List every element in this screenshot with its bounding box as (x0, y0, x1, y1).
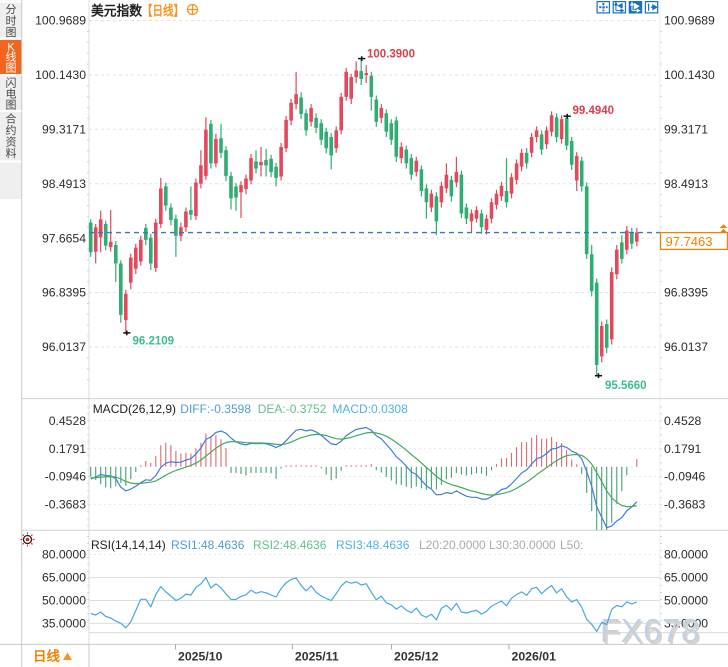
svg-text:100.9689: 100.9689 (664, 14, 715, 28)
svg-text:50.0000: 50.0000 (42, 594, 86, 608)
svg-text:96.8395: 96.8395 (664, 286, 708, 300)
svg-text:99.3171: 99.3171 (664, 123, 708, 137)
svg-text:0.4528: 0.4528 (49, 414, 86, 428)
svg-text:100.9689: 100.9689 (35, 14, 86, 28)
svg-text:L20:20.0000: L20:20.0000 (419, 538, 486, 552)
svg-text:料: 料 (6, 146, 17, 160)
svg-text:电: 电 (6, 88, 17, 101)
svg-text:2026/01: 2026/01 (512, 650, 557, 664)
svg-text:0.4528: 0.4528 (664, 414, 701, 428)
svg-text:100.1430: 100.1430 (35, 68, 86, 82)
svg-text:图: 图 (6, 62, 17, 75)
svg-text:MACD(26,12,9): MACD(26,12,9) (93, 402, 176, 416)
svg-text:65.0000: 65.0000 (664, 571, 708, 585)
svg-text:96.2109: 96.2109 (133, 336, 175, 348)
svg-text:-0.3683: -0.3683 (45, 498, 87, 512)
svg-text:美元指数: 美元指数 (91, 3, 142, 19)
svg-text:L30:30.0000: L30:30.0000 (489, 538, 556, 552)
svg-text:RSI1:48.4636: RSI1:48.4636 (171, 538, 245, 552)
svg-text:日线: 日线 (33, 648, 60, 664)
svg-text:97.6654: 97.6654 (42, 231, 86, 245)
svg-text:MACD:0.0308: MACD:0.0308 (332, 402, 408, 416)
svg-text:图: 图 (6, 26, 17, 39)
svg-text:96.0137: 96.0137 (42, 340, 86, 354)
svg-text:99.3171: 99.3171 (42, 123, 86, 137)
svg-text:99.4940: 99.4940 (573, 105, 615, 117)
svg-text:100.3900: 100.3900 (367, 49, 415, 61)
svg-text:98.4913: 98.4913 (42, 177, 86, 191)
svg-text:100.1430: 100.1430 (664, 68, 715, 82)
svg-text:2025/11: 2025/11 (295, 650, 339, 664)
svg-text:时: 时 (6, 15, 17, 28)
svg-text:-0.0946: -0.0946 (45, 470, 87, 484)
svg-text:-0.3683: -0.3683 (664, 498, 706, 512)
svg-text:闪: 闪 (6, 76, 17, 90)
svg-text:-0.0946: -0.0946 (664, 470, 706, 484)
svg-text:96.0137: 96.0137 (664, 340, 708, 354)
svg-text:80.0000: 80.0000 (42, 548, 86, 562)
svg-text:35.0000: 35.0000 (42, 617, 86, 631)
svg-text:98.4913: 98.4913 (664, 177, 708, 191)
svg-text:2025/12: 2025/12 (394, 650, 439, 664)
svg-text:DEA:-0.3752: DEA:-0.3752 (258, 402, 327, 416)
svg-text:96.8395: 96.8395 (42, 286, 86, 300)
svg-text:2025/10: 2025/10 (178, 650, 223, 664)
svg-text:35.0000: 35.0000 (664, 617, 708, 631)
svg-text:合: 合 (6, 112, 17, 126)
svg-text:分: 分 (6, 3, 17, 16)
svg-text:FX678: FX678 (602, 614, 702, 651)
svg-text:DIFF:-0.3598: DIFF:-0.3598 (180, 402, 251, 416)
svg-text:0.1791: 0.1791 (664, 442, 701, 456)
svg-text:97.7463: 97.7463 (666, 234, 713, 249)
svg-text:线: 线 (6, 50, 17, 64)
svg-text:80.0000: 80.0000 (664, 548, 708, 562)
svg-text:50.0000: 50.0000 (664, 594, 708, 608)
svg-text:95.5660: 95.5660 (605, 380, 647, 392)
svg-text:RSI2:48.4636: RSI2:48.4636 (253, 538, 327, 552)
svg-text:K: K (7, 42, 15, 54)
svg-text:资: 资 (6, 136, 17, 149)
svg-text:0.1791: 0.1791 (49, 442, 86, 456)
svg-text:RSI(14,14,14): RSI(14,14,14) (91, 538, 166, 552)
svg-text:65.0000: 65.0000 (42, 571, 86, 585)
svg-text:图: 图 (6, 99, 17, 112)
svg-text:RSI3:48.4636: RSI3:48.4636 (336, 538, 410, 552)
svg-text:【日线】: 【日线】 (142, 3, 184, 19)
svg-text:FX678: FX678 (600, 612, 700, 649)
svg-text:L50:: L50: (560, 538, 583, 552)
svg-text:约: 约 (6, 124, 17, 137)
